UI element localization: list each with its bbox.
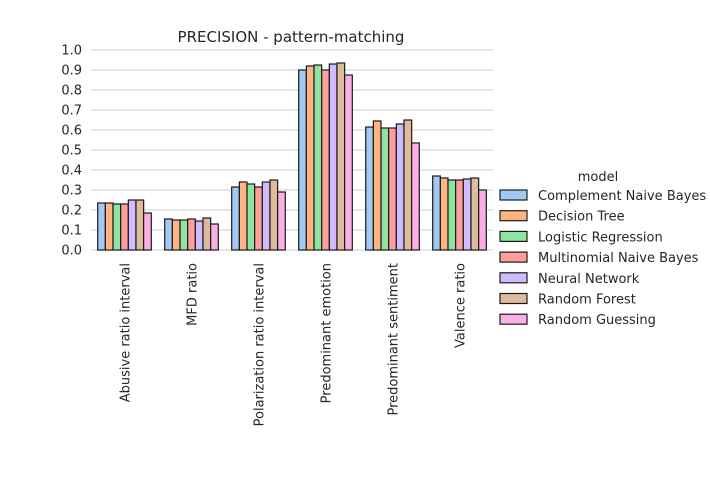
- y-tick-label: 0.7: [61, 104, 82, 119]
- bar: [210, 223, 219, 251]
- bar: [388, 127, 397, 251]
- bar: [439, 177, 449, 251]
- legend-label: Multinomial Naive Bayes: [538, 251, 699, 266]
- bars: [97, 62, 487, 251]
- legend-title: model: [578, 170, 618, 185]
- bar: [470, 177, 480, 251]
- legend-label: Logistic Regression: [538, 230, 663, 245]
- bar: [298, 69, 307, 251]
- bar: [202, 217, 212, 251]
- bar: [313, 64, 323, 251]
- x-tick-label: Abusive ratio interval: [119, 263, 134, 402]
- y-tick-label: 0.0: [61, 244, 82, 259]
- bar: [269, 179, 279, 251]
- bar: [261, 181, 271, 251]
- legend-swatch: [499, 292, 528, 305]
- legend-swatch: [499, 210, 528, 222]
- bar: [194, 220, 204, 251]
- x-axis: Abusive ratio interval MFD ratio Polarizat…: [119, 263, 469, 426]
- bar: [97, 202, 106, 251]
- x-tick-label: Predominant emotion: [320, 263, 335, 403]
- chart-title: PRECISION - pattern-matching: [178, 28, 405, 46]
- bar: [336, 62, 346, 251]
- y-tick-label: 0.6: [61, 124, 82, 139]
- bar: [372, 120, 382, 251]
- legend-label: Random Guessing: [538, 313, 656, 328]
- legend-swatch: [499, 272, 528, 284]
- bar: [455, 179, 464, 251]
- bar: [231, 186, 240, 251]
- bar: [321, 69, 330, 251]
- bar: [462, 178, 472, 251]
- y-tick-label: 0.4: [61, 164, 82, 179]
- bar: [395, 123, 405, 251]
- bar: [135, 199, 145, 251]
- bar: [365, 126, 374, 251]
- bar: [277, 191, 286, 251]
- bar: [432, 175, 441, 251]
- bar: [380, 127, 390, 251]
- bar: [254, 186, 263, 251]
- x-tick-label: Polarization ratio interval: [253, 263, 268, 426]
- bar: [478, 189, 487, 251]
- x-tick-label: MFD ratio: [186, 263, 201, 326]
- bar: [143, 212, 152, 251]
- legend-label: Complement Naive Bayes: [538, 189, 706, 204]
- bar: [305, 65, 315, 251]
- legend-swatch: [499, 251, 528, 263]
- legend-label: Random Forest: [538, 293, 636, 308]
- y-axis: 0.0 0.1 0.2 0.3 0.4 0.5 0.6 0.7 0.8 0.9 1.0: [61, 44, 82, 259]
- bar: [403, 119, 413, 251]
- bar: [120, 203, 129, 251]
- y-tick-label: 0.1: [61, 224, 82, 239]
- bar: [171, 219, 181, 251]
- y-tick-label: 0.3: [61, 184, 82, 199]
- bar: [104, 202, 114, 251]
- bar: [112, 203, 122, 251]
- legend-label: Decision Tree: [538, 210, 625, 225]
- y-tick-label: 1.0: [61, 44, 82, 59]
- bar: [238, 181, 248, 251]
- bar: [246, 183, 256, 251]
- y-tick-label: 0.8: [61, 84, 82, 99]
- bar: [344, 74, 353, 251]
- bar: [164, 218, 173, 251]
- bar: [187, 218, 196, 251]
- bar: [179, 219, 189, 251]
- legend-swatch: [499, 313, 528, 325]
- bar: [328, 63, 338, 251]
- y-tick-label: 0.9: [61, 64, 82, 79]
- grid-lines: [91, 49, 493, 251]
- y-tick-label: 0.5: [61, 144, 82, 159]
- bar: [447, 179, 457, 251]
- y-tick-label: 0.2: [61, 204, 82, 219]
- legend-swatch: [499, 230, 528, 242]
- legend-label: Neural Network: [538, 272, 640, 287]
- bar: [411, 142, 420, 251]
- legend: model Complement Naive Bayes Decision Tre…: [499, 170, 706, 328]
- bar: [127, 199, 137, 251]
- x-tick-label: Predominant sentiment: [387, 263, 402, 416]
- x-tick-label: Valence ratio: [454, 263, 469, 348]
- legend-swatch: [499, 189, 528, 201]
